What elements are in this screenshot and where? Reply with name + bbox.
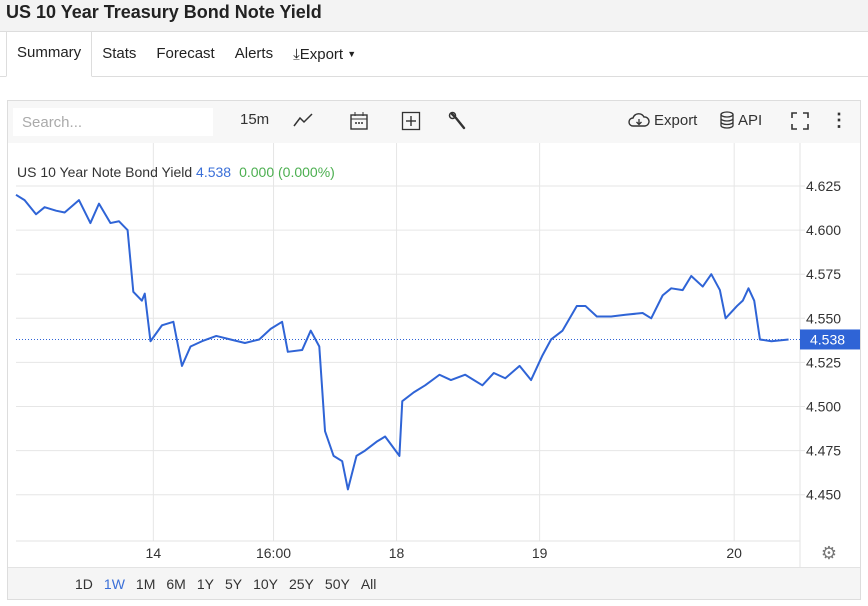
legend-change: 0.000 (0.000%)	[239, 164, 335, 180]
x-tick-label: 20	[726, 545, 742, 561]
y-tick-label: 4.600	[806, 222, 841, 238]
settings-gear-icon[interactable]: ⚙	[821, 543, 837, 563]
range-5y[interactable]: 5Y	[224, 575, 243, 592]
range-all[interactable]: All	[360, 575, 377, 592]
range-selector: 1D 1W 1M 6M 1Y 5Y 10Y 25Y 50Y All	[8, 567, 860, 599]
interval-button[interactable]: 15m	[240, 111, 270, 128]
range-1m[interactable]: 1M	[135, 575, 156, 592]
tab-export-label: Export	[299, 45, 344, 63]
range-1d[interactable]: 1D	[75, 575, 93, 592]
cloud-download-icon	[628, 113, 650, 127]
export-button[interactable]: Export	[628, 111, 697, 129]
x-tick-label: 14	[146, 545, 162, 561]
api-button[interactable]: API	[720, 111, 762, 129]
y-tick-label: 4.475	[806, 443, 841, 459]
export-label: Export	[654, 111, 698, 129]
tab-export[interactable]: ⤓Export ▼	[283, 33, 366, 77]
y-tick-label: 4.575	[806, 266, 841, 282]
last-price-badge	[800, 329, 860, 350]
title-bar: US 10 Year Treasury Bond Note Yield	[0, 0, 868, 32]
database-icon	[720, 111, 734, 129]
page-title: US 10 Year Treasury Bond Note Yield	[6, 2, 322, 22]
range-1w[interactable]: 1W	[103, 575, 125, 592]
x-tick-label: 19	[532, 545, 548, 561]
tab-summary[interactable]: Summary	[6, 32, 93, 77]
range-10y[interactable]: 10Y	[253, 575, 278, 592]
chart-widget: 15m Export API ⋮ 4.625 4.600 4.575 4.550 4.5…	[7, 100, 861, 600]
tab-stats[interactable]: Stats	[102, 44, 137, 62]
y-tick-label: 4.500	[806, 399, 841, 415]
range-6m[interactable]: 6M	[166, 575, 186, 592]
x-tick-label: 18	[389, 545, 405, 561]
tab-forecast[interactable]: Forecast	[156, 44, 215, 62]
yield-series-line	[15, 193, 789, 491]
calendar-icon[interactable]	[349, 111, 369, 131]
api-label: API	[738, 111, 763, 129]
range-25y[interactable]: 25Y	[288, 575, 314, 592]
y-tick-label: 4.450	[806, 487, 841, 503]
search-input[interactable]	[13, 108, 213, 136]
tab-alerts[interactable]: Alerts	[234, 44, 274, 62]
range-1y[interactable]: 1Y	[196, 575, 214, 592]
x-tick-label: 16:00	[256, 545, 291, 561]
price-chart[interactable]: 4.625 4.600 4.575 4.550 4.525 4.500 4.475 4.450…	[8, 143, 860, 567]
range-50y[interactable]: 50Y	[324, 575, 350, 592]
chart-legend: US 10 Year Note Bond Yield 4.538 0.000 (0…	[17, 164, 335, 180]
line-chart-icon[interactable]	[293, 112, 313, 128]
download-icon: ⤓	[293, 45, 300, 63]
y-tick-label: 4.525	[806, 354, 841, 370]
y-tick-label: 4.625	[806, 178, 841, 194]
caret-down-icon: ▼	[347, 48, 357, 59]
add-indicator-icon[interactable]	[401, 111, 421, 131]
tab-bar: Summary Stats Forecast Alerts ⤓Export ▼	[0, 32, 868, 77]
chart-toolbar: 15m Export API ⋮	[8, 101, 860, 143]
legend-name: US 10 Year Note Bond Yield	[17, 164, 193, 180]
more-options-icon[interactable]: ⋮	[830, 110, 848, 130]
wrench-icon[interactable]	[448, 111, 468, 131]
legend-value: 4.538	[196, 164, 232, 180]
y-tick-label: 4.550	[806, 310, 841, 326]
fullscreen-icon[interactable]	[790, 111, 810, 131]
last-price-label: 4.538	[810, 331, 845, 347]
